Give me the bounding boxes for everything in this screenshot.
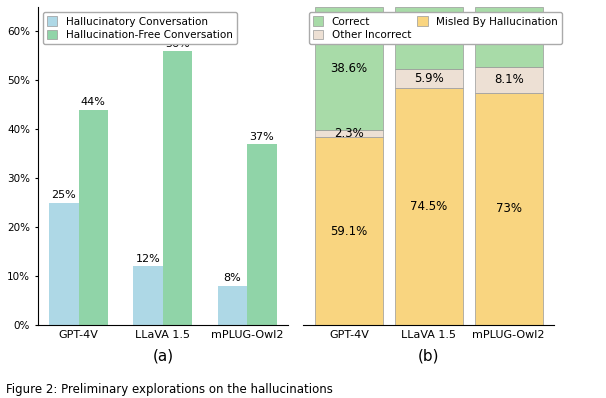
Bar [395,69,463,88]
Text: 8%: 8% [224,273,241,283]
Text: 12%: 12% [136,254,161,264]
Text: 5.9%: 5.9% [414,72,444,85]
Bar [315,7,383,130]
Bar [395,88,463,325]
Text: 73%: 73% [496,203,522,215]
Text: 59.1%: 59.1% [330,224,367,238]
Bar [163,51,193,325]
Bar [133,266,163,325]
X-axis label: (a): (a) [152,348,173,363]
Bar [79,110,108,325]
Text: 74.5%: 74.5% [410,200,447,213]
Bar [247,144,277,325]
Bar [395,7,463,69]
Bar [315,130,383,137]
Bar [218,286,247,325]
Text: 37%: 37% [250,131,275,142]
Text: 44%: 44% [81,97,105,107]
Text: 38.6%: 38.6% [330,62,367,75]
Text: 2.3%: 2.3% [334,127,364,140]
Text: 25%: 25% [52,190,76,200]
Bar [474,7,543,67]
Text: 56%: 56% [165,39,190,49]
Text: 18.9%: 18.9% [490,31,527,43]
X-axis label: (b): (b) [418,348,439,363]
Bar [49,203,79,325]
Bar [474,67,543,93]
Legend: Correct, Other Incorrect, Misled By Hallucination: Correct, Other Incorrect, Misled By Hall… [308,12,562,44]
Bar [315,137,383,325]
Text: Figure 2: Preliminary explorations on the hallucinations: Figure 2: Preliminary explorations on th… [6,383,333,396]
Bar [474,93,543,325]
Text: 19.6%: 19.6% [410,31,447,45]
Text: 8.1%: 8.1% [494,74,524,86]
Legend: Hallucinatory Conversation, Hallucination-Free Conversation: Hallucinatory Conversation, Hallucinatio… [43,12,237,44]
